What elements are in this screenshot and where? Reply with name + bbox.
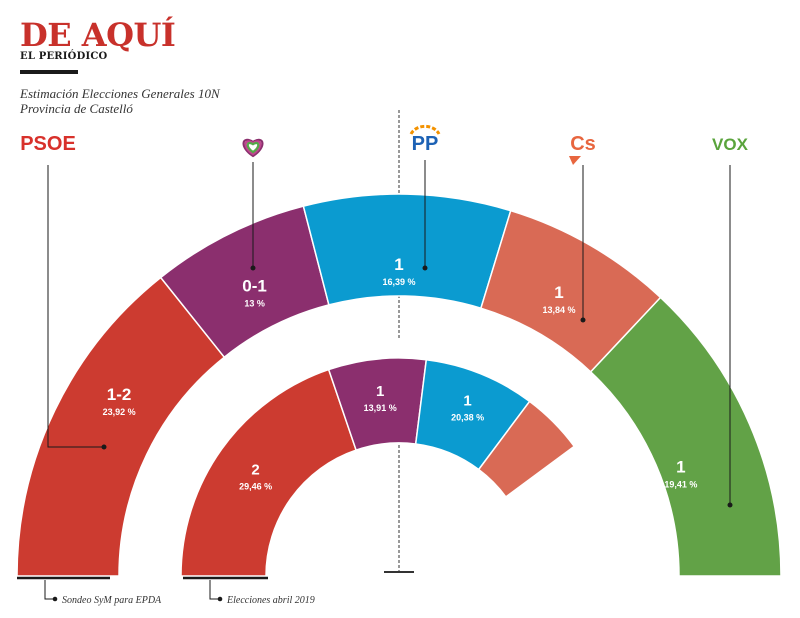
legend-dot-0 (52, 596, 58, 602)
inner-seats-label-compromis: 1 (376, 383, 384, 400)
outer-seats-label-psoe: 1-2 (107, 385, 132, 404)
vox-logo: VOX (712, 135, 749, 154)
leader-dot-pp (422, 265, 428, 271)
leader-line-psoe (47, 165, 104, 448)
leader-dot-psoe (101, 444, 107, 450)
outer-seats-label-compromis: 0-1 (242, 277, 267, 296)
legend-leader-0 (44, 580, 54, 600)
legend-label-0: Sondeo SyM para EPDA (62, 595, 162, 606)
outer-seats-label-pp: 1 (394, 255, 403, 274)
leader-dot-vox (727, 502, 733, 508)
inner-segment-cs (477, 400, 576, 498)
inner-percent-label-compromis: 13,91 % (364, 403, 397, 413)
legend-label-1: Elecciones abril 2019 (226, 595, 315, 606)
outer-segment-pp (302, 193, 512, 310)
brand-rule (20, 70, 78, 74)
brand-subtitle: EL PERIÓDICO (20, 51, 108, 62)
inner-percent-label-psoe: 29,46 % (239, 482, 272, 492)
pp-arc-icon (409, 124, 441, 135)
legend-dot-1 (217, 596, 223, 602)
legend-leader-1 (209, 580, 219, 600)
outer-percent-label-psoe: 23,92 % (103, 407, 136, 417)
inner-seats-label-psoe: 2 (251, 462, 259, 479)
cs-logo: Cs (570, 133, 596, 155)
brand-logo: DE AQUÍ (20, 16, 176, 54)
compromis-heart-icon (242, 138, 264, 158)
inner-percent-label-pp: 20,38 % (451, 412, 484, 422)
inner-segment-psoe (180, 368, 358, 577)
inner-seats-label-cs: 1 (555, 480, 563, 497)
outer-percent-label-vox: 19,41 % (664, 479, 697, 489)
outer-percent-label-pp: 16,39 % (382, 277, 415, 287)
leader-dot-cs (580, 317, 586, 323)
leader-dot-compromis (250, 265, 256, 271)
pp-logo: PP (412, 133, 439, 155)
outer-seats-label-cs: 1 (554, 283, 563, 302)
outer-segment-vox (589, 296, 782, 577)
outer-percent-label-cs: 13,84 % (542, 305, 575, 315)
inner-percent-label-cs: 16,29 % (543, 500, 576, 510)
outer-seats-label-vox: 1 (676, 457, 685, 476)
outer-percent-label-compromis: 13 % (244, 299, 265, 309)
chart-title: Estimación Elecciones Generales 10N (20, 86, 220, 101)
chart-subtitle: Estimación Elecciones Generales 10N Prov… (20, 86, 220, 116)
cs-tail-icon (569, 156, 581, 165)
psoe-logo: PSOE (20, 133, 76, 155)
masthead: DE AQUÍ EL PERIÓDICO (20, 16, 176, 74)
chart-province: Provincia de Castelló (20, 101, 133, 116)
inner-seats-label-pp: 1 (463, 392, 471, 409)
